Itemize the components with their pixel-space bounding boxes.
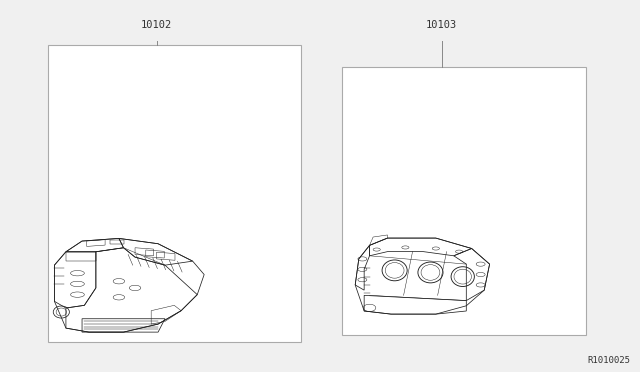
Text: 10102: 10102 xyxy=(141,20,172,30)
FancyBboxPatch shape xyxy=(342,67,586,335)
Text: R1010025: R1010025 xyxy=(588,356,630,365)
Text: 10103: 10103 xyxy=(426,20,457,30)
FancyBboxPatch shape xyxy=(48,45,301,342)
